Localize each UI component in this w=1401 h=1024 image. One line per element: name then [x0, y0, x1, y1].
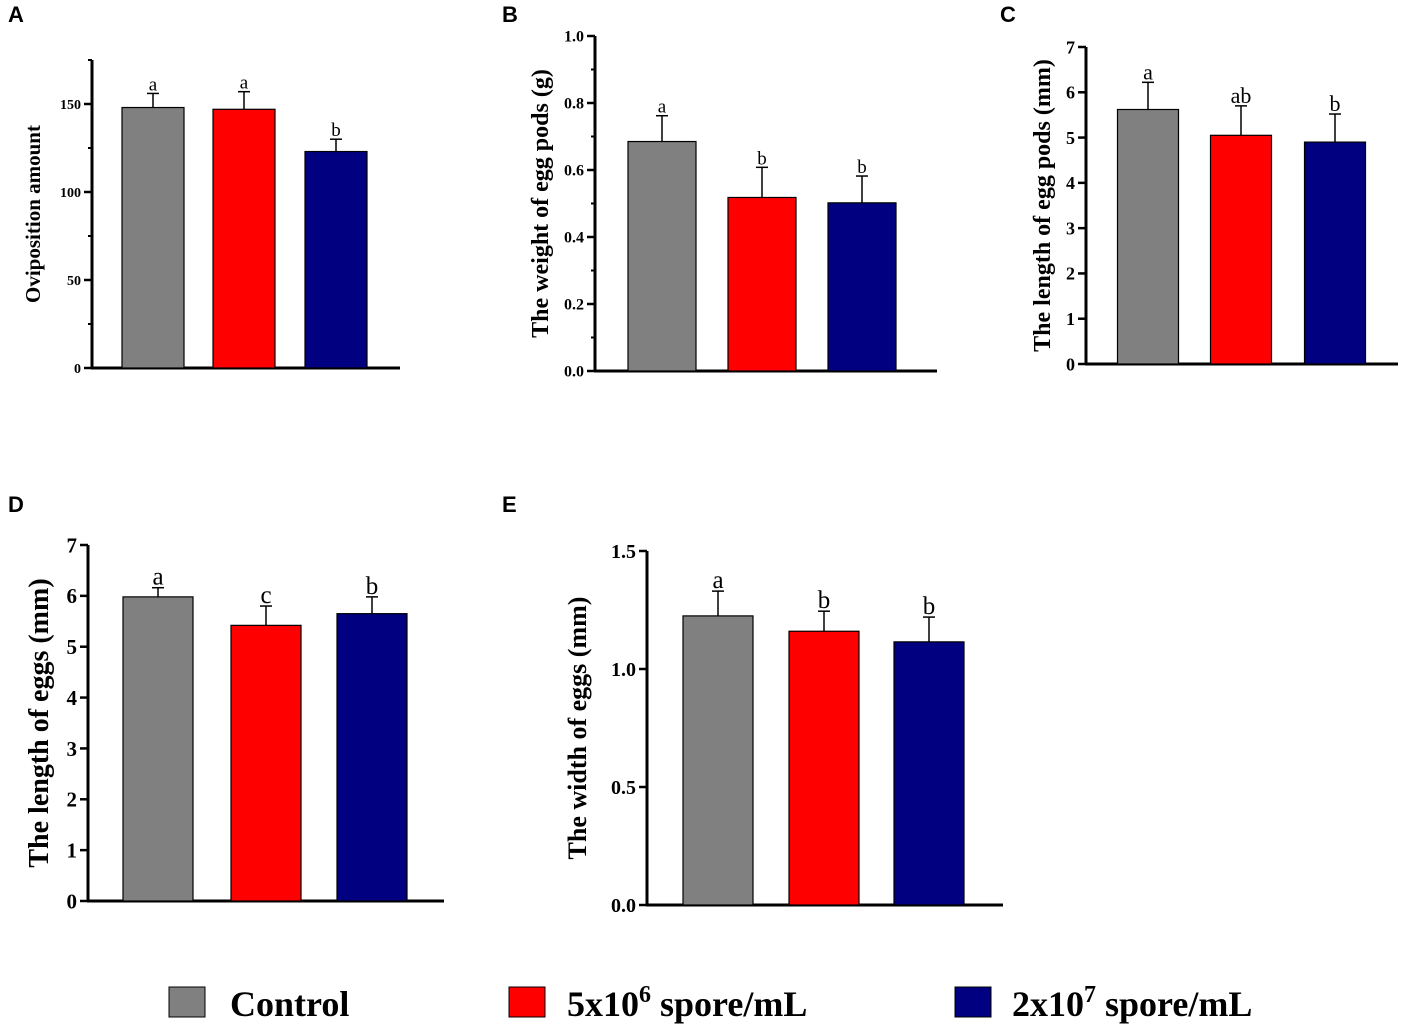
- chart-panel-d: D 0 1 2 3 4 5 6 7 The length of eggs (mm) a c b: [8, 492, 444, 913]
- legend-label-control: Control: [230, 984, 349, 1024]
- bar-a-2: [212, 108, 276, 369]
- sig-letter-d-2: c: [260, 582, 271, 609]
- bar-b-1: [627, 140, 697, 372]
- y-tick-label-d-2: 2: [67, 788, 78, 812]
- y-tick-label-c-4: 4: [1066, 173, 1075, 193]
- bar-d-2: [230, 624, 302, 902]
- sig-letter-b-1: a: [658, 97, 667, 118]
- y-tick-label-c-3: 3: [1066, 218, 1075, 238]
- legend-label-5x10-6-exponent: 6: [639, 982, 651, 1008]
- y-tick-label-c-0: 0: [1066, 354, 1075, 374]
- bar-d-3: [336, 613, 408, 902]
- legend-label-5x10-6-base: 5x10: [567, 984, 639, 1024]
- y-tick-label-d-1: 1: [67, 838, 78, 862]
- legend-item-control: Control: [168, 984, 349, 1024]
- legend-label-5x10-6: 5x106 spore/mL: [567, 982, 807, 1024]
- legend-label-5x10-6-unit: spore/mL: [651, 984, 807, 1024]
- chart-panel-a: A 0 50 100 150 Oviposition amount a a b: [8, 2, 400, 377]
- y-axis-title-c: The length of egg pods (mm): [1030, 59, 1056, 352]
- legend-label-2x10-7-exponent: 7: [1084, 982, 1096, 1008]
- sig-letter-a-3: b: [331, 120, 341, 141]
- sig-letter-a-2: a: [240, 73, 249, 94]
- bar-b-3: [827, 202, 897, 372]
- sig-letter-c-1: a: [1143, 59, 1153, 84]
- y-tick-label-d-4: 4: [67, 686, 78, 710]
- y-tick-label-b-0-8: 0.8: [564, 96, 584, 113]
- panel-letter-e: E: [502, 492, 517, 517]
- chart-panel-c: C 0 1 2 3 4 5 6 7 The length of egg pods (mm) a ab b: [1000, 2, 1398, 374]
- y-tick-label-d-5: 5: [67, 635, 78, 659]
- legend-item-2x10-7: 2x107 spore/mL: [954, 982, 1252, 1024]
- sig-letter-d-1: a: [152, 564, 163, 591]
- sig-letter-e-2: b: [818, 587, 831, 614]
- y-axis-title-b: The weight of egg pods (g): [528, 69, 554, 338]
- y-tick-label-a-100: 100: [60, 186, 81, 201]
- y-tick-label-d-7: 7: [67, 533, 78, 557]
- chart-panel-e: E 0.0 0.5 1.0 1.5 The width of eggs (mm) a b b: [502, 492, 1003, 917]
- sig-letter-b-2: b: [757, 148, 767, 169]
- y-axis-title-d: The length of eggs (mm): [24, 578, 55, 867]
- y-tick-label-e-1-0: 1.0: [611, 659, 636, 681]
- y-tick-label-c-6: 6: [1066, 83, 1075, 103]
- bar-d-1: [122, 596, 194, 902]
- y-tick-label-a-150: 150: [60, 98, 81, 113]
- sig-letter-c-2: ab: [1231, 83, 1252, 108]
- y-tick-label-d-6: 6: [67, 584, 78, 608]
- y-tick-label-e-0-0: 0.0: [611, 895, 636, 917]
- bar-e-1: [682, 615, 754, 906]
- y-tick-label-c-1: 1: [1066, 309, 1075, 329]
- y-tick-label-c-7: 7: [1066, 37, 1075, 57]
- y-tick-label-e-0-5: 0.5: [611, 777, 636, 799]
- chart-panel-b: B 0.0 0.2 0.4 0.6 0.8 1.0 The weight of egg pod…: [502, 2, 937, 381]
- legend-swatch-5x10-6: [508, 986, 546, 1018]
- bar-a-3: [304, 150, 368, 369]
- bar-c-3: [1303, 141, 1367, 365]
- sig-letter-b-3: b: [857, 157, 867, 178]
- bar-e-3: [893, 641, 965, 906]
- y-tick-label-b-0-2: 0.2: [564, 297, 584, 314]
- bar-a-1: [121, 106, 185, 369]
- legend-item-5x10-6: 5x106 spore/mL: [508, 982, 807, 1024]
- sig-letter-e-3: b: [923, 593, 936, 620]
- legend-label-2x10-7: 2x107 spore/mL: [1012, 982, 1252, 1024]
- y-tick-label-a-0: 0: [74, 362, 81, 377]
- panel-letter-d: D: [8, 492, 24, 517]
- panel-letter-b: B: [502, 2, 518, 27]
- bar-c-1: [1116, 108, 1180, 365]
- legend-label-2x10-7-base: 2x10: [1012, 984, 1084, 1024]
- y-tick-label-a-50: 50: [67, 274, 81, 289]
- sig-letter-d-3: b: [366, 573, 379, 600]
- y-tick-label-c-2: 2: [1066, 264, 1075, 284]
- y-tick-label-b-0-6: 0.6: [564, 163, 584, 180]
- sig-letter-c-3: b: [1330, 91, 1341, 116]
- sig-letter-a-1: a: [149, 74, 158, 95]
- y-tick-label-c-5: 5: [1066, 128, 1075, 148]
- y-axis-title-e: The width of eggs (mm): [563, 597, 592, 860]
- bar-c-2: [1209, 134, 1273, 365]
- legend-swatch-2x10-7: [954, 986, 992, 1018]
- panel-letter-a: A: [8, 2, 24, 27]
- y-axis-title-a: Oviposition amount: [21, 125, 45, 303]
- y-tick-label-b-0-0: 0.0: [564, 364, 584, 381]
- y-tick-label-b-1-0: 1.0: [564, 29, 584, 46]
- bar-e-2: [788, 630, 860, 906]
- sig-letter-e-1: a: [712, 567, 723, 594]
- y-tick-label-d-3: 3: [67, 737, 78, 761]
- y-tick-label-e-1-5: 1.5: [611, 541, 636, 563]
- y-tick-label-d-0: 0: [67, 889, 78, 913]
- legend-swatch-control: [168, 986, 206, 1018]
- panel-letter-c: C: [1000, 2, 1016, 27]
- legend-label-2x10-7-unit: spore/mL: [1096, 984, 1252, 1024]
- legend: Control 5x106 spore/mL 2x107 spore/mL: [168, 982, 1252, 1024]
- bar-b-2: [727, 196, 797, 372]
- y-tick-label-b-0-4: 0.4: [564, 230, 584, 247]
